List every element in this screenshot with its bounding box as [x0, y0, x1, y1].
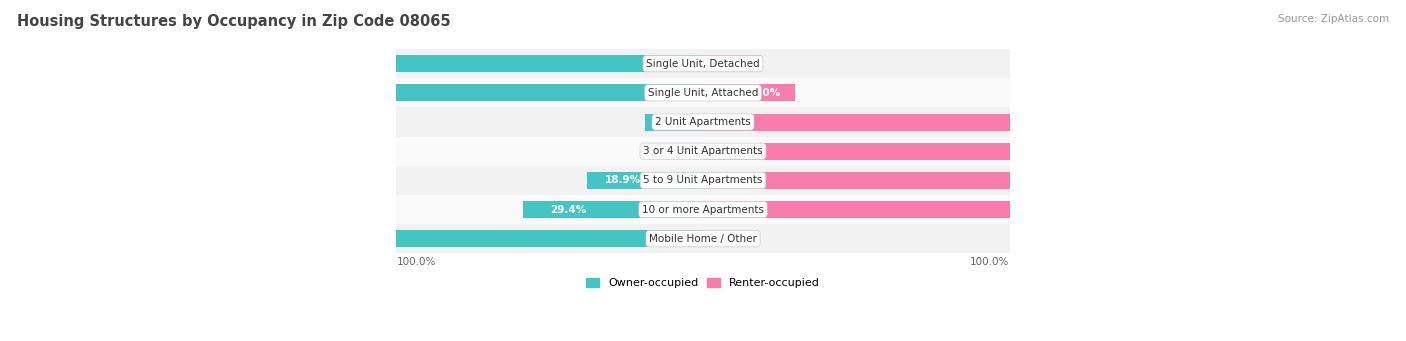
Bar [703, 55, 761, 72]
Text: 100.0%: 100.0% [1181, 146, 1225, 156]
Bar [703, 143, 1316, 160]
Text: 15.0%: 15.0% [745, 88, 782, 98]
Text: 85.0%: 85.0% [260, 88, 297, 98]
Bar [396, 107, 1010, 137]
Text: 70.7%: 70.7% [1035, 205, 1071, 214]
Bar [396, 49, 1010, 78]
Bar [396, 224, 1010, 253]
Bar [148, 55, 703, 72]
Text: 100.0%: 100.0% [396, 257, 436, 267]
Bar [703, 114, 1258, 131]
Text: 9.5%: 9.5% [724, 59, 752, 69]
Bar [588, 172, 703, 189]
Bar [523, 201, 703, 218]
Bar [703, 85, 794, 101]
Text: 0.0%: 0.0% [668, 146, 697, 156]
Text: 18.9%: 18.9% [605, 175, 641, 186]
Text: 2 Unit Apartments: 2 Unit Apartments [655, 117, 751, 127]
Bar [396, 195, 1010, 224]
Text: Housing Structures by Occupancy in Zip Code 08065: Housing Structures by Occupancy in Zip C… [17, 14, 450, 29]
Bar [396, 166, 1010, 195]
Text: Source: ZipAtlas.com: Source: ZipAtlas.com [1278, 14, 1389, 24]
Text: 90.5%: 90.5% [1139, 117, 1175, 127]
Text: 10 or more Apartments: 10 or more Apartments [643, 205, 763, 214]
Text: Single Unit, Detached: Single Unit, Detached [647, 59, 759, 69]
Text: 9.5%: 9.5% [654, 117, 682, 127]
Text: 3 or 4 Unit Apartments: 3 or 4 Unit Apartments [643, 146, 763, 156]
Bar [396, 137, 1010, 166]
Text: 100.0%: 100.0% [970, 257, 1010, 267]
Bar [703, 172, 1201, 189]
Text: 100.0%: 100.0% [181, 234, 225, 244]
Legend: Owner-occupied, Renter-occupied: Owner-occupied, Renter-occupied [581, 273, 825, 293]
Text: 0.0%: 0.0% [709, 234, 738, 244]
Bar [645, 114, 703, 131]
Text: Single Unit, Attached: Single Unit, Attached [648, 88, 758, 98]
Text: Mobile Home / Other: Mobile Home / Other [650, 234, 756, 244]
Text: 5 to 9 Unit Apartments: 5 to 9 Unit Apartments [644, 175, 762, 186]
Bar [181, 85, 703, 101]
Bar [90, 230, 703, 247]
Bar [396, 78, 1010, 107]
Bar [703, 201, 1136, 218]
Text: 90.5%: 90.5% [231, 59, 267, 69]
Text: 29.4%: 29.4% [550, 205, 586, 214]
Text: 81.1%: 81.1% [1090, 175, 1126, 186]
